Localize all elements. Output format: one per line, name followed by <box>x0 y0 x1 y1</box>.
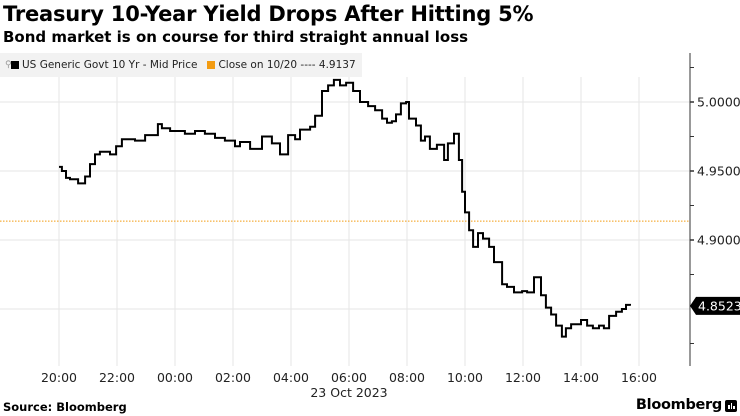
svg-text:4.8523: 4.8523 <box>698 298 740 313</box>
svg-text:14:00: 14:00 <box>563 370 599 385</box>
legend-reference-label: Close on 10/20 ---- 4.9137 <box>218 59 356 71</box>
yield-series-line <box>59 78 631 338</box>
source-note: Source: Bloomberg <box>3 400 127 414</box>
svg-text:4.9500: 4.9500 <box>697 164 740 179</box>
svg-text:4.9000: 4.9000 <box>697 233 740 248</box>
legend-swatch-black <box>11 61 19 69</box>
svg-text:08:00: 08:00 <box>389 370 425 385</box>
legend-item-reference: Close on 10/20 ---- 4.9137 <box>207 59 356 71</box>
svg-text:23 Oct 2023: 23 Oct 2023 <box>310 385 387 400</box>
svg-text:00:00: 00:00 <box>157 370 193 385</box>
chart-title: Treasury 10-Year Yield Drops After Hitti… <box>3 2 534 26</box>
svg-text:02:00: 02:00 <box>215 370 251 385</box>
chart-legend: ⚲ US Generic Govt 10 Yr - Mid Price Clos… <box>0 53 362 77</box>
legend-series-label: US Generic Govt 10 Yr - Mid Price <box>22 59 198 71</box>
svg-text:10:00: 10:00 <box>447 370 483 385</box>
last-value-badge: 4.8523 <box>690 296 740 315</box>
bloomberg-logo: Bloomberg <box>635 397 722 413</box>
svg-text:12:00: 12:00 <box>505 370 541 385</box>
svg-text:06:00: 06:00 <box>331 370 367 385</box>
legend-item-series: US Generic Govt 10 Yr - Mid Price <box>11 59 197 71</box>
chart-subtitle: Bond market is on course for third strai… <box>3 28 469 46</box>
svg-text:20:00: 20:00 <box>41 370 77 385</box>
chart-icon <box>725 400 737 412</box>
x-axis: 20:00 22:00 00:00 02:00 04:00 06:00 08:00 10:00… <box>41 370 657 400</box>
legend-swatch-orange <box>207 61 216 69</box>
svg-text:04:00: 04:00 <box>273 370 309 385</box>
svg-text:16:00: 16:00 <box>621 370 657 385</box>
pin-icon[interactable]: ⚲ <box>5 60 12 70</box>
svg-text:5.0000: 5.0000 <box>697 95 740 110</box>
y-axis: 5.0000 4.9500 4.9000 <box>689 53 740 366</box>
svg-text:22:00: 22:00 <box>99 370 135 385</box>
